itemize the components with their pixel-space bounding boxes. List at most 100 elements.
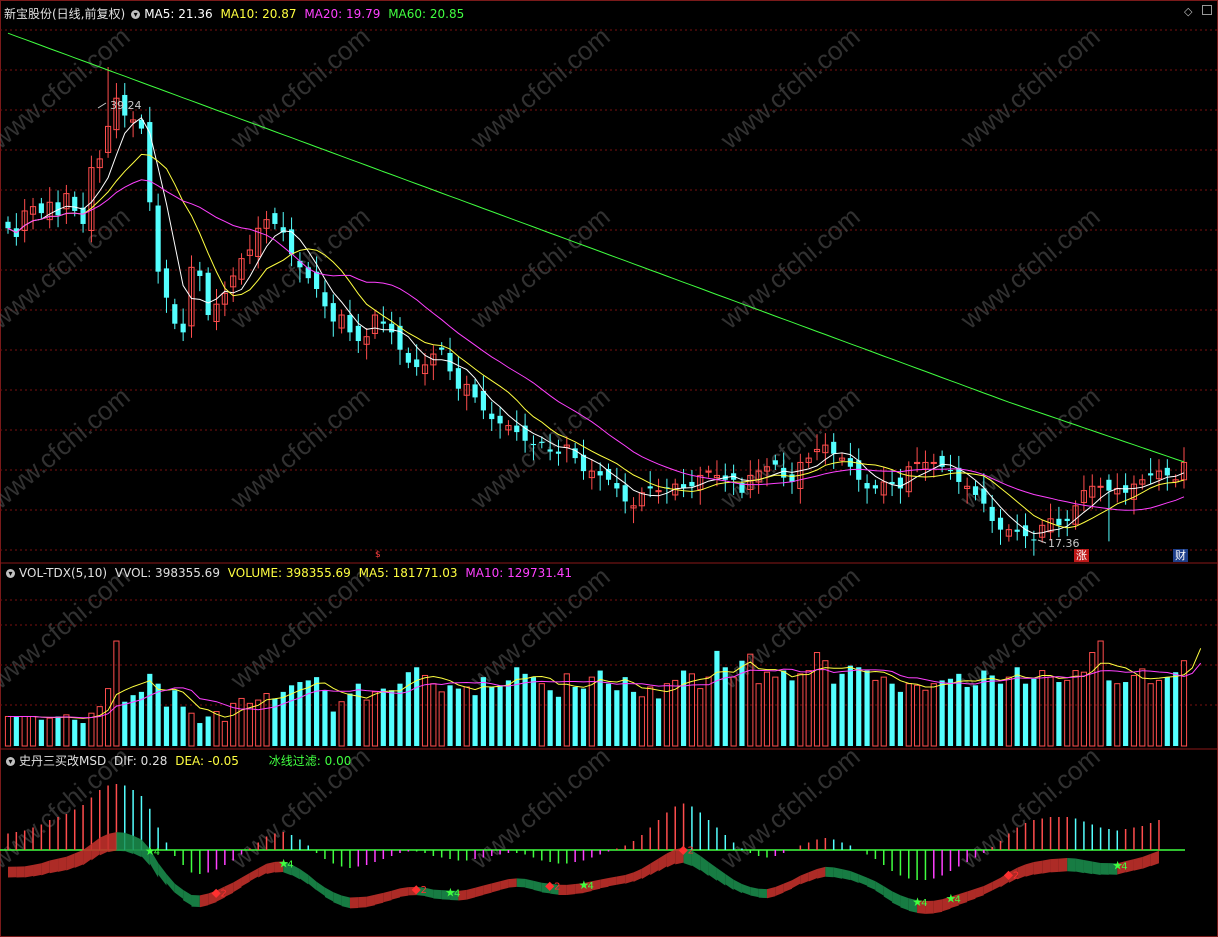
ribbon-segment: [633, 868, 642, 882]
volume-toggle-icon[interactable]: ▾: [6, 569, 15, 578]
volume-bar: [688, 673, 696, 747]
ribbon-segment: [1075, 858, 1084, 874]
candle-body: [29, 206, 37, 215]
watermark-text: www.cfchi.com: [954, 741, 1106, 875]
candle-body: [1139, 479, 1146, 485]
ribbon-segment: [1067, 858, 1076, 872]
volume-bar: [414, 667, 420, 746]
candle-body: [1039, 524, 1046, 538]
watermark-text: www.cfchi.com: [0, 561, 136, 695]
dif-readout: DIF: 0.28: [114, 754, 168, 768]
candle-body: [1155, 470, 1163, 480]
ma60-line: [7, 32, 1185, 463]
ribbon-segment: [708, 861, 717, 881]
ribbon-segment: [216, 886, 225, 902]
ribbon-segment: [541, 882, 551, 894]
ribbon-segment: [400, 887, 409, 897]
ribbon-segment: [658, 853, 667, 872]
candle-body: [822, 444, 829, 454]
candle-body: [505, 425, 512, 431]
ribbon-segment: [516, 878, 526, 888]
volume-bar: [672, 679, 679, 747]
candle-body: [355, 325, 361, 342]
event-marker[interactable]: $: [375, 550, 381, 560]
candle-body: [447, 352, 453, 372]
candle-body: [914, 461, 921, 465]
high-price-label: 39.24: [110, 99, 142, 112]
volume-bar: [122, 701, 128, 746]
candle-body: [930, 461, 937, 464]
volume-bar: [96, 706, 103, 747]
volume-bar: [4, 715, 12, 747]
candle-body: [389, 323, 395, 333]
ribbon-segment: [741, 883, 751, 896]
ribbon-segment: [691, 850, 701, 871]
ribbon-segment: [908, 898, 918, 913]
ribbon-segment: [391, 888, 400, 900]
volume-bar: [781, 670, 787, 746]
indicator-toggle-icon[interactable]: ▾: [6, 757, 15, 766]
signal-marker-label: 4: [954, 895, 960, 906]
ribbon-segment: [558, 884, 567, 896]
ribbon-segment: [500, 879, 509, 890]
candle-body: [497, 415, 503, 424]
ribbon-segment: [58, 856, 67, 872]
candle-body: [705, 470, 712, 473]
ribbon-segment: [191, 894, 200, 907]
candle-body: [547, 449, 553, 452]
watermark-text: www.cfchi.com: [714, 381, 866, 515]
ribbon-segment: [233, 877, 242, 893]
volume-bar: [472, 695, 478, 746]
ribbon-segment: [842, 869, 851, 881]
volume-bar: [489, 686, 495, 746]
volume-bar: [831, 683, 837, 746]
volume-bar: [522, 673, 528, 746]
candle-body: [805, 457, 812, 463]
volume-bar: [205, 716, 211, 746]
ribbon-segment: [792, 875, 801, 889]
candle-body: [713, 474, 721, 479]
stock-title: 新宝股份(日线,前复权): [4, 7, 126, 21]
volume-bar: [63, 714, 70, 747]
candle-body: [630, 505, 637, 509]
ribbon-segment: [700, 855, 709, 876]
settings-toggle-icon[interactable]: ▾: [131, 10, 141, 19]
candle-body: [80, 207, 86, 224]
ribbon-segment: [800, 872, 809, 885]
limit-up-tag[interactable]: 涨: [1074, 549, 1089, 562]
ribbon-segment: [867, 877, 876, 890]
candle-body: [689, 481, 695, 487]
ribbon-segment: [166, 873, 175, 893]
volume-bar: [1114, 683, 1121, 747]
ribbon-segment: [49, 858, 59, 874]
watermark-text: www.cfchi.com: [714, 21, 866, 155]
candle-body: [1064, 518, 1070, 521]
volume-bar: [805, 670, 812, 747]
square-icon[interactable]: [1202, 5, 1212, 15]
ribbon-segment: [766, 886, 776, 899]
candle-body: [338, 314, 345, 329]
ribbon-segment: [158, 862, 167, 886]
ribbon-segment: [975, 886, 984, 898]
volume-bar: [1147, 683, 1154, 747]
ma10-readout: MA10: 20.87: [220, 7, 297, 21]
ribbon-segment: [41, 860, 50, 876]
ribbon-segment: [425, 887, 434, 899]
candle-body: [113, 97, 120, 131]
finance-tag[interactable]: 财: [1173, 549, 1188, 562]
volume-bar: [989, 675, 995, 746]
ribbon-segment: [16, 866, 25, 878]
diamond-icon[interactable]: ◇: [1184, 5, 1193, 18]
signal-marker-label: 4: [921, 898, 927, 909]
ribbon-segment: [683, 847, 692, 866]
volume-bar: [480, 677, 486, 746]
ribbon-segment: [725, 873, 734, 891]
candle-body: [371, 314, 379, 334]
candle-body: [347, 315, 353, 333]
watermark-text: www.cfchi.com: [0, 21, 136, 155]
ribbon-segment: [1033, 860, 1043, 875]
volume-bar: [655, 698, 662, 746]
candle-body: [763, 466, 771, 472]
ribbon-segment: [358, 896, 367, 908]
volume-bar: [947, 678, 954, 746]
